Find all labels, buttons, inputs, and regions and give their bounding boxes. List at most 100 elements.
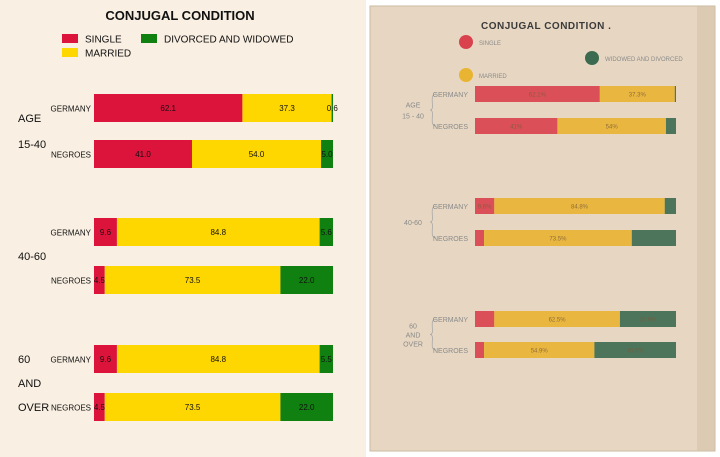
bar-segment-married [242, 94, 332, 122]
row-label-germany: GERMANY [51, 356, 92, 365]
original-scan-image: CONJUGAL CONDITION . SINGLE MARRIED WIDOWED… [366, 0, 720, 457]
scan-bar-segment-single [475, 118, 558, 134]
scan-age-group-label: AND [406, 333, 421, 340]
scan-row-label-negroes: NEGROES [433, 124, 468, 131]
bar-segment-married [191, 140, 322, 168]
scan-age-group-label: 15 - 40 [402, 114, 424, 121]
scan-bar-segment-married [494, 311, 620, 327]
data-label-married: 84.8 [210, 228, 226, 237]
scan-brace [429, 205, 437, 239]
scan-title: CONJUGAL CONDITION . [481, 21, 611, 32]
scan-data-label-single: 62.1% [529, 93, 547, 99]
data-label-single: 41.0 [135, 150, 151, 159]
scan-legend-label-married: MARRIED [479, 74, 507, 80]
data-label-married: 84.8 [210, 355, 226, 364]
age-group-label: 60 [18, 354, 30, 366]
scan-row-label-germany: GERMANY [433, 204, 469, 211]
bar-segment-divorced-widowed [321, 140, 333, 168]
scan-data-label-single: 9.6% [478, 205, 492, 211]
scan-bar-segment-single [475, 230, 485, 246]
bar-segment-divorced-widowed [280, 266, 333, 294]
scan-bar-segment-married [484, 342, 595, 358]
scan-age-group-label: AGE [406, 103, 421, 110]
scan-bar-segment-single [475, 86, 600, 102]
bar-segment-single [94, 393, 105, 421]
legend-swatch-divorced-widowed [141, 34, 157, 43]
bar-segment-single [94, 218, 117, 246]
scan-bar-segment-married [599, 86, 675, 102]
bar-segment-divorced-widowed [319, 218, 333, 246]
scan-legend-label-divorced-widowed: WIDOWED AND DIVORCED [605, 57, 683, 63]
bar-segment-single [94, 345, 117, 373]
age-group-label: AND [18, 378, 41, 390]
paper-sheet [369, 5, 716, 452]
row-label-germany: GERMANY [51, 105, 92, 114]
data-label-married: 37.3 [279, 104, 295, 113]
scan-data-label-married: 62.5% [549, 318, 567, 324]
bar-segment-single [94, 94, 243, 122]
scan-row-label-germany: GERMANY [433, 317, 469, 324]
scan-data-label-divorced-widowed: 40.6% [627, 349, 645, 355]
row-label-negroes: NEGROES [51, 404, 91, 413]
reproduction-chart: CONJUGAL CONDITION SINGLE MARRIED DIVORCED … [18, 8, 339, 421]
scan-data-label-single: 41% [510, 125, 523, 131]
scan-age-group-label: OVER [403, 342, 423, 349]
scan-age-group-label: 60 [409, 324, 417, 331]
scan-bar-segment-divorced-widowed [664, 198, 676, 214]
age-group-label: 40-60 [18, 251, 46, 263]
legend-label-single: SINGLE [85, 35, 122, 46]
original-scan-panel: CONJUGAL CONDITION . SINGLE MARRIED WIDOWED… [366, 0, 720, 457]
data-label-married: 73.5 [185, 276, 201, 285]
legend-label-divorced-widowed: DIVORCED AND WIDOWED [164, 35, 293, 46]
bar-segment-married [116, 345, 320, 373]
legend-swatch-single [62, 34, 78, 43]
scan-bar-segment-divorced-widowed [619, 311, 676, 327]
age-group-label: OVER [18, 402, 49, 414]
scan-bar-segment-single [475, 342, 485, 358]
scan-data-label-married: 54.9% [531, 349, 549, 355]
row-label-negroes: NEGROES [51, 151, 91, 160]
scan-data-label-married: 84.8% [571, 205, 589, 211]
scan-bar-segment-divorced-widowed [674, 86, 676, 102]
scan-legend-label-single: SINGLE [479, 41, 501, 47]
data-label-divorced-widowed: 5.5 [321, 355, 333, 364]
legend-swatch-married [62, 48, 78, 57]
data-label-single: 4.5 [94, 276, 106, 285]
data-label-single: 9.6 [100, 228, 112, 237]
data-label-divorced-widowed: 22.0 [299, 403, 315, 412]
bar-segment-single [94, 140, 192, 168]
scan-bar-segment-single [475, 311, 495, 327]
scan-row-label-negroes: NEGROES [433, 348, 468, 355]
data-label-married: 54.0 [249, 150, 265, 159]
data-label-single: 62.1 [160, 104, 176, 113]
scan-data-label-divorced-widowed: 27.9% [639, 318, 657, 324]
data-label-divorced-widowed: 5.0 [321, 150, 333, 159]
data-label-divorced-widowed: 5.6 [321, 228, 333, 237]
scan-row-label-negroes: NEGROES [433, 236, 468, 243]
row-label-germany: GERMANY [51, 229, 92, 238]
scan-bar-segment-divorced-widowed [631, 230, 676, 246]
age-group-label: 15-40 [18, 139, 46, 151]
scan-bar-segment-divorced-widowed [665, 118, 676, 134]
bar-segment-married [116, 218, 320, 246]
bar-segment-divorced-widowed [331, 94, 333, 122]
scan-legend-dot-single [459, 35, 473, 49]
scan-brace [429, 318, 437, 351]
bar-segment-divorced-widowed [280, 393, 333, 421]
scan-brace [429, 93, 437, 127]
scan-age-group-label: 40-60 [404, 220, 422, 227]
scan-data-label-married: 73.5% [549, 237, 567, 243]
bar-segment-married [104, 393, 281, 421]
scan-bar-segment-married [557, 118, 666, 134]
legend-label-married: MARRIED [85, 49, 131, 60]
chart-title: CONJUGAL CONDITION [105, 8, 254, 23]
data-label-single: 4.5 [94, 403, 106, 412]
scan-legend-dot-divorced-widowed [585, 51, 599, 65]
scan-row-label-germany: GERMANY [433, 92, 469, 99]
age-group-label: AGE [18, 113, 41, 125]
scan-bar-segment-married [494, 198, 665, 214]
scan-bar-segment-divorced-widowed [594, 342, 676, 358]
data-label-divorced-widowed: 0.6 [327, 104, 339, 113]
bar-segment-married [104, 266, 281, 294]
row-label-negroes: NEGROES [51, 277, 91, 286]
